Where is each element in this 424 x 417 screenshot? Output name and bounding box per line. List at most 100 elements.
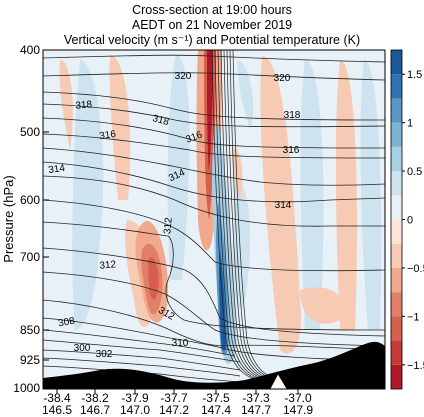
isentrope-line bbox=[214, 50, 276, 385]
colorbar-segment bbox=[391, 50, 402, 75]
isentrope-line bbox=[43, 349, 241, 371]
isentrope-line bbox=[43, 271, 385, 347]
x-tick-label-latitude: -38.4 bbox=[43, 391, 71, 405]
isentrope-line bbox=[43, 161, 385, 203]
velocity-fills bbox=[59, 50, 382, 364]
colorbar-segment bbox=[391, 292, 402, 317]
x-tick-label-latitude: -37.7 bbox=[160, 391, 188, 405]
isentrope-line bbox=[43, 103, 385, 128]
isentrope-line bbox=[43, 199, 385, 272]
x-tick-label-latitude: -37.0 bbox=[284, 391, 312, 405]
colorbar-segment bbox=[391, 122, 402, 147]
isentrope-line bbox=[43, 221, 385, 331]
location-marker bbox=[269, 373, 288, 389]
terrain bbox=[43, 341, 385, 389]
isentrope-line bbox=[43, 339, 241, 363]
isentrope-line bbox=[226, 50, 288, 385]
colorbar-segment bbox=[391, 243, 402, 268]
x-tick-label-longitude: 147.0 bbox=[120, 403, 150, 417]
velocity-region bbox=[207, 50, 213, 170]
y-tick-label: 600 bbox=[20, 193, 40, 207]
colorbar-tick-label: 1.5 bbox=[407, 69, 422, 81]
x-tick-label-longitude: 147.7 bbox=[241, 403, 271, 417]
x-tick-label-longitude: 146.5 bbox=[42, 403, 72, 417]
y-tick-label: 700 bbox=[20, 250, 40, 264]
velocity-region bbox=[260, 56, 301, 354]
contour-label: 302 bbox=[96, 349, 113, 360]
figure-title: Cross-section at 19:00 hours AEDT on 21 … bbox=[64, 3, 360, 47]
velocity-region bbox=[232, 148, 243, 200]
velocity-region bbox=[237, 60, 254, 130]
colorbar-segment bbox=[391, 74, 402, 99]
isentrope-line bbox=[43, 299, 385, 351]
y-tick-label: 1000 bbox=[13, 381, 40, 395]
isentrope-line bbox=[43, 317, 385, 361]
colorbar-tick-label: −0.5 bbox=[407, 263, 424, 275]
isentrope-line bbox=[43, 54, 385, 63]
contour-label: 318 bbox=[284, 110, 301, 121]
colorbar-segment bbox=[391, 364, 402, 389]
title-line-3: Vertical velocity (m s⁻¹) and Potential … bbox=[64, 33, 360, 47]
colorbar-segment bbox=[391, 219, 402, 244]
colorbar-tick-label: 0 bbox=[407, 215, 413, 227]
contour-label: 314 bbox=[48, 163, 66, 176]
colorbar-tick-label: −1 bbox=[407, 311, 420, 323]
isentrope-line bbox=[43, 175, 385, 227]
contour-label: 312 bbox=[162, 217, 174, 235]
isentrope-line bbox=[229, 50, 291, 385]
x-tick-label-longitude: 146.7 bbox=[80, 403, 110, 417]
isentrope-line bbox=[223, 50, 285, 385]
isentrope-line bbox=[43, 72, 385, 81]
theta-contours bbox=[43, 50, 385, 385]
isentrope-line bbox=[232, 50, 294, 385]
colorbar-segment bbox=[391, 267, 402, 293]
velocity-region bbox=[360, 60, 382, 330]
contour-label: 310 bbox=[172, 338, 189, 349]
y-tick-label: 925 bbox=[20, 353, 40, 367]
contour-label: 318 bbox=[75, 99, 93, 111]
colorbar-segment bbox=[391, 146, 402, 172]
contour-label: 312 bbox=[99, 259, 117, 271]
colorbar-tick-label: 1 bbox=[407, 118, 413, 130]
isentrope-line bbox=[43, 247, 385, 337]
isentrope-line bbox=[43, 365, 241, 383]
contour-label: 316 bbox=[283, 145, 300, 156]
colorbar-segment bbox=[391, 171, 402, 196]
title-line-1: Cross-section at 19:00 hours bbox=[132, 3, 292, 17]
x-tick-label-longitude: 147.4 bbox=[201, 403, 231, 417]
title-line-2: AEDT on 21 November 2019 bbox=[132, 18, 292, 32]
x-tick-label-longitude: 147.2 bbox=[159, 403, 189, 417]
colorbar: 1.5 1 0.5 0 −0.5 −1 −1.5 bbox=[390, 49, 424, 390]
velocity-region bbox=[232, 180, 251, 308]
x-tick-label-latitude: -37.9 bbox=[121, 391, 149, 405]
velocity-region bbox=[109, 55, 131, 200]
isentrope-line bbox=[43, 329, 236, 357]
isentrope-line bbox=[217, 50, 279, 385]
colorbar-tick-label: −1.5 bbox=[407, 360, 424, 372]
x-tick-label-latitude: -37.5 bbox=[202, 391, 230, 405]
colorbar-segment bbox=[391, 98, 402, 123]
y-tick-label: 850 bbox=[20, 323, 40, 337]
contour-label: 318 bbox=[151, 113, 170, 128]
x-tick-label-latitude: -38.2 bbox=[81, 391, 109, 405]
isentrope-line bbox=[43, 133, 385, 159]
velocity-region bbox=[335, 60, 358, 330]
x-tick-label-longitude: 147.9 bbox=[283, 403, 313, 417]
x-tick-label-latitude: -37.3 bbox=[242, 391, 270, 405]
velocity-region bbox=[300, 287, 344, 324]
y-axis: 400 500 600 700 850 925 1000 bbox=[13, 43, 49, 395]
velocity-region bbox=[300, 60, 324, 330]
colorbar-segment bbox=[391, 316, 402, 341]
contour-label: 314 bbox=[275, 200, 292, 211]
colorbar-segment bbox=[391, 340, 402, 365]
contour-label: 320 bbox=[175, 71, 192, 82]
contour-label: 316 bbox=[99, 129, 117, 142]
isentrope-line bbox=[211, 50, 273, 385]
contour-label: 320 bbox=[274, 73, 291, 84]
terrain-fill bbox=[43, 341, 385, 389]
isentrope-line bbox=[43, 357, 241, 377]
